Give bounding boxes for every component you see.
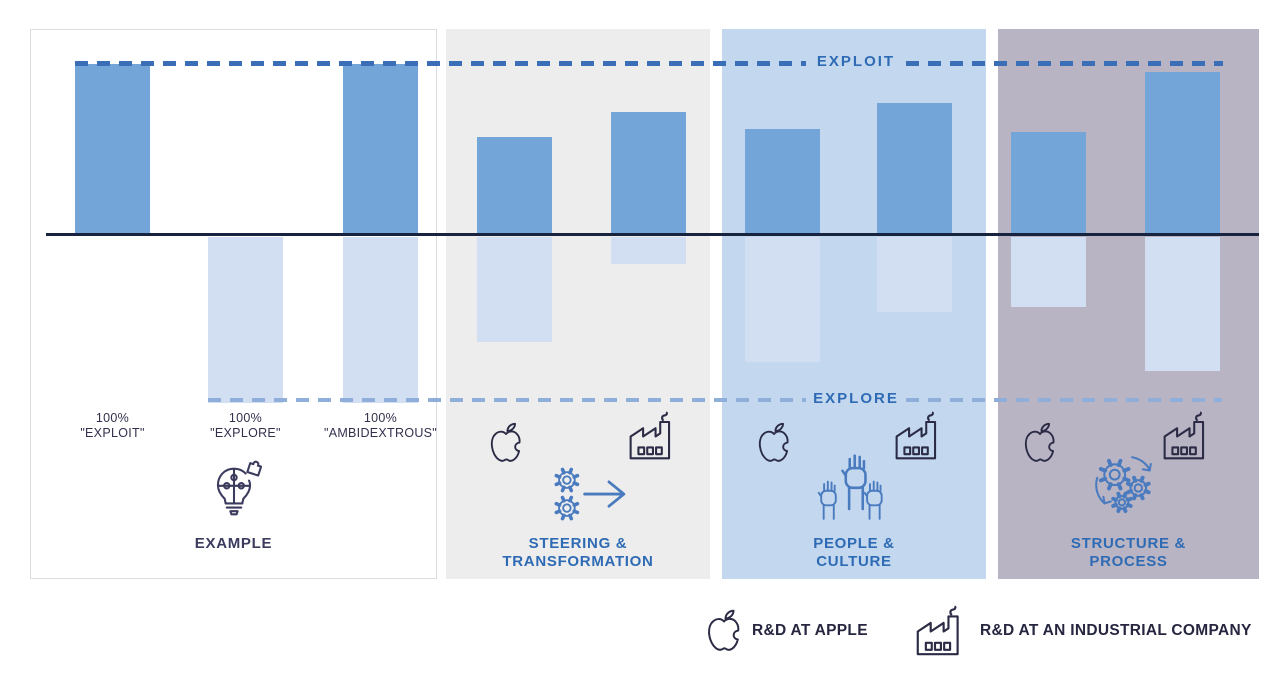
factory-icon	[1161, 409, 1215, 463]
bar-example-3-explore	[343, 237, 418, 403]
gears-cycle-icon	[1087, 452, 1165, 524]
factory-icon	[914, 604, 970, 658]
legend-label: R&D AT AN INDUSTRIAL COMPANY	[980, 622, 1252, 639]
bar-steering-2-exploit	[611, 112, 686, 234]
bar-caption: 100% "EXPLORE"	[210, 411, 281, 440]
bar-structure-1-exploit	[1011, 132, 1086, 234]
bar-people-2-exploit	[877, 103, 952, 234]
bar-steering-2-explore	[611, 237, 686, 264]
bar-steering-1-exploit	[477, 137, 552, 234]
explore-line	[906, 398, 1222, 402]
factory-icon	[627, 409, 681, 463]
bar-caption: 100% "EXPLOIT"	[80, 411, 145, 440]
factory-icon	[893, 409, 947, 463]
panel-title-structure: STRUCTURE & PROCESS	[1070, 535, 1187, 570]
bar-structure-2-exploit	[1145, 72, 1220, 234]
bar-example-3-exploit	[343, 64, 418, 234]
gears-arrow-icon	[551, 466, 637, 524]
apple-icon	[704, 606, 744, 656]
raised-hands-icon	[812, 448, 892, 530]
exploit-line	[75, 61, 806, 66]
baseline	[46, 233, 1259, 236]
panel-title-example: EXAMPLE	[194, 535, 273, 552]
bar-people-2-explore	[877, 237, 952, 312]
panel-title-people: PEOPLE & CULTURE	[813, 535, 895, 570]
bar-example-1-exploit	[75, 64, 150, 234]
apple-icon	[487, 421, 525, 465]
bar-people-1-exploit	[745, 129, 820, 234]
exploit-line	[906, 61, 1223, 66]
panel-title-steering: STEERING & TRANSFORMATION	[502, 535, 654, 570]
legend-label: R&D AT APPLE	[752, 622, 868, 639]
bar-structure-2-explore	[1145, 237, 1220, 371]
bar-example-2-explore	[208, 237, 283, 403]
bar-caption: 100% "AMBIDEXTROUS"	[323, 411, 438, 440]
bar-steering-1-explore	[477, 237, 552, 342]
bar-structure-1-explore	[1011, 237, 1086, 307]
apple-icon	[755, 421, 793, 465]
explore-line-label: EXPLORE	[813, 390, 899, 407]
exploit-line-label: EXPLOIT	[816, 53, 896, 70]
explore-line	[208, 398, 806, 402]
apple-icon	[1021, 421, 1059, 465]
bar-people-1-explore	[745, 237, 820, 362]
puzzle-bulb-icon	[206, 450, 262, 534]
